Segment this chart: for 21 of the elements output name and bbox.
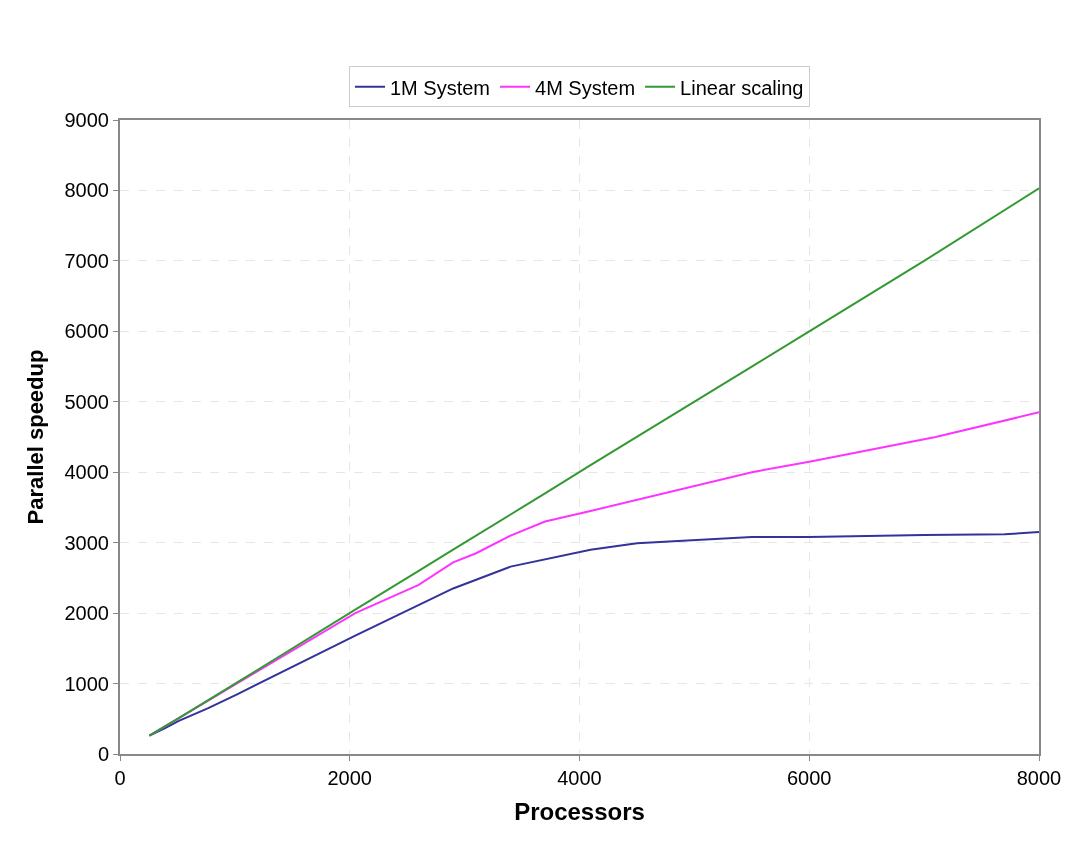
x-tick-label: 8000 bbox=[1016, 767, 1062, 789]
line-series bbox=[148, 187, 1039, 737]
y-tick-label: 6000 bbox=[64, 320, 109, 343]
legend-label: Linear scaling bbox=[680, 76, 804, 99]
y-tick-label: 4000 bbox=[64, 461, 109, 484]
y-tick-label: 2000 bbox=[64, 602, 109, 625]
x-tick-label: 6000 bbox=[787, 767, 832, 789]
x-tick-label: 2000 bbox=[327, 767, 372, 789]
legend-label: 4M System bbox=[535, 76, 636, 99]
x-axis-title: Processors bbox=[514, 797, 645, 825]
y-tick-label: 0 bbox=[97, 743, 109, 765]
x-tick-label: 0 bbox=[114, 767, 126, 789]
y-tick-label: 5000 bbox=[64, 390, 109, 413]
y-tick-label: 1000 bbox=[64, 672, 109, 695]
y-tick-label: 7000 bbox=[64, 249, 109, 272]
y-tick-label: 3000 bbox=[64, 531, 109, 554]
y-tick-label: 9000 bbox=[64, 109, 109, 131]
y-axis-title: Parallel speedup bbox=[22, 349, 48, 525]
legend-label: 1M System bbox=[390, 76, 491, 99]
x-tick-label: 4000 bbox=[557, 767, 602, 789]
y-tick-label: 8000 bbox=[64, 179, 109, 202]
